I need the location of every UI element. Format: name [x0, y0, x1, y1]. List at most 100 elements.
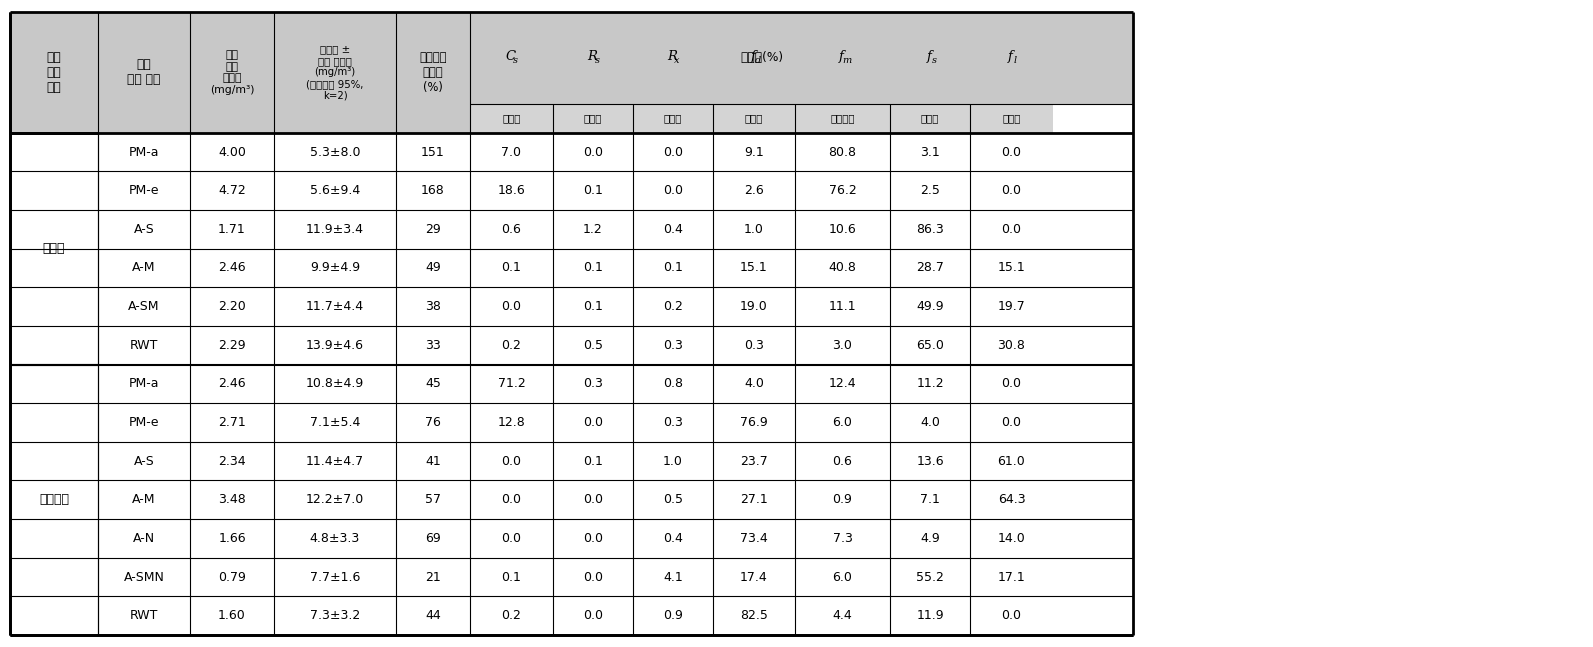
Text: 0.0: 0.0	[583, 416, 604, 429]
Text: 0.6: 0.6	[833, 455, 852, 468]
Text: A-N: A-N	[132, 532, 155, 545]
Text: 분석기형: 분석기형	[38, 493, 68, 506]
Text: 정확성: 정확성	[502, 113, 521, 123]
Text: 64.3: 64.3	[997, 493, 1026, 506]
Text: 0.0: 0.0	[583, 609, 604, 622]
Text: 4.9: 4.9	[921, 532, 940, 545]
Text: 11.1: 11.1	[828, 300, 857, 313]
Text: 14.0: 14.0	[997, 532, 1026, 545]
Text: 안정성: 안정성	[921, 113, 940, 123]
Text: 0.0: 0.0	[583, 571, 604, 584]
Text: A-M: A-M	[132, 261, 156, 274]
Text: 19.0: 19.0	[741, 300, 768, 313]
Text: 2.5: 2.5	[921, 184, 940, 197]
Text: 38: 38	[425, 300, 441, 313]
Text: A-S: A-S	[134, 223, 155, 236]
Text: 0.0: 0.0	[583, 146, 604, 159]
Text: 0.9: 0.9	[663, 609, 683, 622]
Text: C: C	[505, 50, 516, 63]
Text: 0.0: 0.0	[663, 146, 683, 159]
Text: 7.3: 7.3	[833, 532, 852, 545]
Text: 0.1: 0.1	[583, 455, 602, 468]
Text: 직선성: 직선성	[1002, 113, 1021, 123]
Text: m: m	[841, 56, 851, 65]
Text: 10.8±4.9: 10.8±4.9	[306, 377, 365, 390]
Text: 7.3±3.2: 7.3±3.2	[311, 609, 360, 622]
Text: s: s	[513, 56, 518, 65]
Text: 0.0: 0.0	[502, 455, 521, 468]
Text: 0.0: 0.0	[1002, 416, 1021, 429]
Text: 23.7: 23.7	[741, 455, 768, 468]
Text: PM-a: PM-a	[129, 377, 159, 390]
Bar	[632, 104, 714, 133]
Text: 합성
표준
불확도
(mg/m³): 합성 표준 불확도 (mg/m³)	[210, 50, 255, 94]
Text: R: R	[586, 50, 597, 63]
Text: 상대확장
불확도
(%): 상대확장 불확도 (%)	[419, 51, 446, 94]
Bar	[553, 104, 632, 133]
Text: 61.0: 61.0	[997, 455, 1026, 468]
Text: 80.8: 80.8	[828, 146, 857, 159]
Text: s: s	[594, 56, 599, 65]
Text: 4.0: 4.0	[744, 377, 765, 390]
Text: 0.0: 0.0	[1002, 377, 1021, 390]
Bar	[714, 104, 795, 133]
Text: s: s	[932, 56, 937, 65]
Text: 0.1: 0.1	[663, 261, 683, 274]
Text: 44: 44	[425, 609, 441, 622]
Text: 0.0: 0.0	[1002, 146, 1021, 159]
Text: 1.0: 1.0	[663, 455, 683, 468]
Text: 55.2: 55.2	[916, 571, 945, 584]
Text: d: d	[755, 56, 761, 65]
Text: 0.1: 0.1	[583, 184, 602, 197]
Text: 10.6: 10.6	[828, 223, 857, 236]
Text: 2.6: 2.6	[744, 184, 765, 197]
Text: 11.9: 11.9	[916, 609, 943, 622]
Text: 12.4: 12.4	[828, 377, 857, 390]
Text: 4.0: 4.0	[921, 416, 940, 429]
Text: 21: 21	[425, 571, 441, 584]
Bar	[470, 12, 1133, 104]
Text: 40.8: 40.8	[828, 261, 857, 274]
Text: 49: 49	[425, 261, 441, 274]
Text: 7.0: 7.0	[502, 146, 521, 159]
Text: 9.1: 9.1	[744, 146, 765, 159]
Text: 86.3: 86.3	[916, 223, 945, 236]
Text: 0.0: 0.0	[502, 493, 521, 506]
Text: 29: 29	[425, 223, 441, 236]
Text: PM-e: PM-e	[129, 416, 159, 429]
Text: 0.0: 0.0	[663, 184, 683, 197]
Text: R: R	[667, 50, 677, 63]
Text: 0.3: 0.3	[583, 377, 602, 390]
Text: 7.7±1.6: 7.7±1.6	[309, 571, 360, 584]
Text: 73.4: 73.4	[741, 532, 768, 545]
Text: 0.0: 0.0	[502, 300, 521, 313]
Text: 41: 41	[425, 455, 441, 468]
Text: 매질효과: 매질효과	[830, 113, 855, 123]
Text: A-SMN: A-SMN	[124, 571, 164, 584]
Text: 11.4±4.7: 11.4±4.7	[306, 455, 365, 468]
Text: 17.1: 17.1	[997, 571, 1026, 584]
Text: 11.7±4.4: 11.7±4.4	[306, 300, 365, 313]
Text: 0.0: 0.0	[1002, 609, 1021, 622]
Text: 69: 69	[425, 532, 441, 545]
Text: 2.46: 2.46	[218, 261, 245, 274]
Text: 2.71: 2.71	[218, 416, 245, 429]
Text: 15.1: 15.1	[997, 261, 1026, 274]
Text: 18.6: 18.6	[497, 184, 526, 197]
Bar	[190, 12, 274, 133]
Text: 4.1: 4.1	[663, 571, 683, 584]
Text: 측정값 ±
확장 불확도
(mg/m³)
(신뢰수준 95%,
k=2): 측정값 ± 확장 불확도 (mg/m³) (신뢰수준 95%, k=2)	[306, 44, 363, 100]
Text: 4.00: 4.00	[218, 146, 245, 159]
Bar	[470, 104, 553, 133]
Text: 4.4: 4.4	[833, 609, 852, 622]
Text: 6.0: 6.0	[833, 416, 852, 429]
Text: 0.79: 0.79	[218, 571, 245, 584]
Text: 71.2: 71.2	[497, 377, 526, 390]
Text: 0.0: 0.0	[1002, 223, 1021, 236]
Bar	[99, 12, 190, 133]
Text: 65.0: 65.0	[916, 339, 945, 352]
Text: 3.1: 3.1	[921, 146, 940, 159]
Text: 49.9: 49.9	[916, 300, 943, 313]
Text: A-SM: A-SM	[129, 300, 159, 313]
Text: 0.0: 0.0	[583, 493, 604, 506]
